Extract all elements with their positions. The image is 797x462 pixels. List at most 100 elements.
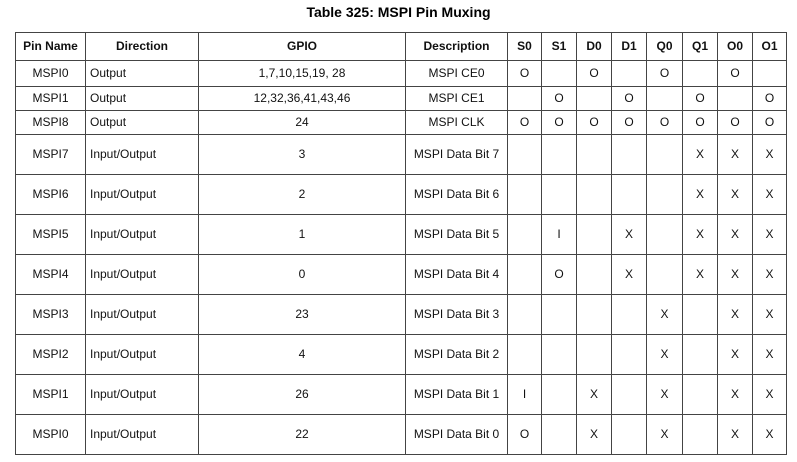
header-cell: Q0 [646,32,683,61]
table-cell [611,60,647,87]
table-cell [507,214,542,255]
table-cell: X [752,254,787,295]
table-cell [507,86,542,111]
table-cell: Output [85,60,199,87]
table-cell [611,374,647,415]
table-cell: X [717,174,753,215]
table-cell: MSPI Data Bit 7 [405,134,508,175]
table-cell [611,334,647,375]
table-cell: MSPI Data Bit 6 [405,174,508,215]
table-cell: MSPI0 [15,414,86,455]
table-cell: O [541,254,577,295]
table-cell: X [682,254,718,295]
table-cell: O [611,86,647,111]
table-cell: MSPI7 [15,134,86,175]
table-row: MSPI1 Output 12,32,36,41,43,46 MSPI CE1 O O O O [15,86,787,111]
table-cell: MSPI CLK [405,110,508,135]
table-cell [507,134,542,175]
table-cell [541,414,577,455]
table-cell: X [682,134,718,175]
table-cell: Input/Output [85,254,199,295]
table-cell: Output [85,110,199,135]
table-cell [576,254,612,295]
table-cell: Input/Output [85,174,199,215]
table-cell [576,86,612,111]
table-cell: 3 [198,134,406,175]
table-title: Table 325: MSPI Pin Muxing [306,4,491,20]
table-cell: O [507,414,542,455]
table-cell: 1 [198,214,406,255]
table-cell: X [752,414,787,455]
table-cell: MSPI3 [15,294,86,335]
table-cell: 23 [198,294,406,335]
table-cell: I [507,374,542,415]
header-cell: Pin Name [15,32,86,61]
table-cell: Input/Output [85,134,199,175]
table-cell [611,294,647,335]
header-cell: S1 [541,32,577,61]
table-cell: X [717,254,753,295]
table-cell [541,294,577,335]
header-cell: D1 [611,32,647,61]
table-cell: O [646,110,683,135]
table-cell: MSPI1 [15,86,86,111]
table-cell: MSPI6 [15,174,86,215]
table-cell [682,374,718,415]
table-cell: 0 [198,254,406,295]
table-cell: X [752,174,787,215]
table-cell: 2 [198,174,406,215]
table-cell: O [541,86,577,111]
table-cell: Output [85,86,199,111]
table-cell: O [541,110,577,135]
table-cell: X [576,414,612,455]
table-body: MSPI0 Output 1,7,10,15,19, 28 MSPI CE0 O O O O M… [15,60,787,455]
table-cell: X [717,214,753,255]
table-cell: 26 [198,374,406,415]
table-cell: 12,32,36,41,43,46 [198,86,406,111]
table-cell: O [507,110,542,135]
table-cell: O [717,60,753,87]
table-cell: MSPI5 [15,214,86,255]
table-row: MSPI8 Output 24 MSPI CLK O O O O O O O O [15,110,787,135]
table-cell: Input/Output [85,334,199,375]
table-cell: O [507,60,542,87]
table-cell: I [541,214,577,255]
table-cell [646,174,683,215]
table-cell: X [717,374,753,415]
header-cell: O0 [717,32,753,61]
table-cell: X [752,134,787,175]
table-cell [682,334,718,375]
header-cell: S0 [507,32,542,61]
table-cell: MSPI8 [15,110,86,135]
table-cell: X [717,294,753,335]
table-cell: MSPI4 [15,254,86,295]
table-cell [576,214,612,255]
table-cell [507,174,542,215]
table-row: MSPI0 Output 1,7,10,15,19, 28 MSPI CE0 O O O O [15,60,787,87]
table-cell [576,134,612,175]
table-cell: MSPI Data Bit 0 [405,414,508,455]
table-cell: Input/Output [85,374,199,415]
table-cell: X [682,214,718,255]
table-cell: O [611,110,647,135]
table-cell [541,60,577,87]
table-cell: 4 [198,334,406,375]
table-cell: X [717,414,753,455]
table-cell [576,294,612,335]
table-cell [541,134,577,175]
table-cell: O [752,110,787,135]
header-cell: Description [405,32,508,61]
table-cell: X [682,174,718,215]
table-cell: Input/Output [85,294,199,335]
table-cell: Input/Output [85,214,199,255]
table-cell: X [752,334,787,375]
table-cell [646,134,683,175]
table-cell: MSPI1 [15,374,86,415]
table-cell: MSPI CE1 [405,86,508,111]
table-cell [507,254,542,295]
